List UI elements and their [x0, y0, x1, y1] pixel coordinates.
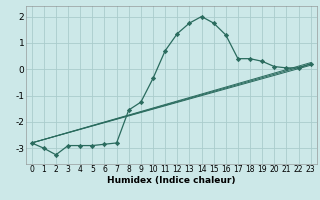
X-axis label: Humidex (Indice chaleur): Humidex (Indice chaleur) — [107, 176, 236, 185]
